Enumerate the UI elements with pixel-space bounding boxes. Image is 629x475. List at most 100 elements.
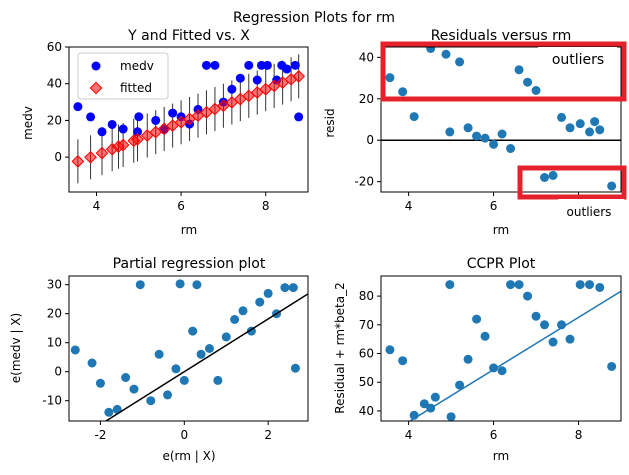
x-tick-label: -2 (94, 428, 106, 442)
y-tick-label: -10 (42, 394, 62, 408)
outlier-label-top: outliers (552, 52, 604, 68)
legend-marker-fitted (89, 81, 103, 95)
panel-ccpr: CCPR Plot rm Residual + rm*beta_2 4 6 8 40 5… (333, 256, 622, 463)
data-point-fitted (84, 150, 97, 164)
plot-area (381, 47, 621, 191)
panel-residuals: Residuals versus rm rm resid 468-2002040… (323, 28, 627, 237)
data-point (280, 283, 290, 293)
data-point (171, 364, 181, 374)
y-tick-label: 40 (359, 404, 374, 418)
x-tick-label: 4 (405, 199, 413, 213)
x-tick-label: 4 (405, 428, 413, 442)
y-tick-label: 10 (47, 336, 62, 350)
data-point-medv (134, 112, 144, 122)
data-point (548, 337, 558, 347)
data-point-medv (201, 60, 211, 70)
data-point (419, 399, 429, 409)
data-point-medv (244, 60, 254, 70)
data-point (463, 123, 473, 133)
data-point (497, 366, 507, 376)
data-point (595, 282, 605, 292)
panel-partial-regression: Partial regression plot e(rm | X) e(medv… (9, 256, 309, 463)
data-point (196, 349, 206, 359)
data-point (506, 144, 516, 153)
data-point (585, 280, 595, 290)
data-point (426, 47, 436, 53)
data-point (540, 320, 550, 330)
plot-area (71, 54, 306, 184)
data-point (446, 412, 456, 421)
data-point (585, 127, 595, 137)
data-point-fitted (131, 132, 144, 146)
data-point (523, 291, 533, 301)
plot-area (70, 279, 308, 421)
y-tick-label: -20 (354, 175, 374, 189)
panel-title: Partial regression plot (113, 256, 266, 272)
y-tick-label: 20 (47, 307, 62, 321)
legend-label-medv: medv (120, 59, 154, 73)
figure-suptitle: Regression Plots for rm (233, 10, 395, 26)
data-point (514, 280, 524, 290)
data-point (472, 314, 482, 324)
data-point-medv (151, 115, 161, 125)
y-tick-label: 40 (359, 50, 374, 64)
data-point (221, 332, 231, 342)
data-point (104, 407, 114, 417)
data-point (398, 356, 408, 366)
data-point (557, 112, 567, 122)
data-point (489, 139, 499, 149)
data-point (540, 173, 550, 182)
data-point (565, 123, 575, 133)
legend-label-fitted: fitted (120, 81, 152, 95)
data-point (607, 181, 617, 191)
data-point-medv (235, 73, 245, 83)
data-point-medv (73, 102, 83, 112)
data-point (188, 326, 198, 336)
data-point-medv (294, 112, 304, 122)
panel-title: CCPR Plot (467, 256, 536, 272)
data-point (531, 311, 541, 321)
data-point (146, 396, 156, 406)
data-point-fitted (116, 138, 130, 152)
axes-frame (68, 275, 309, 422)
data-point (263, 288, 273, 298)
y-axis-label: Residual + rm*beta_2 (333, 282, 347, 413)
axes-frame (380, 46, 622, 193)
x-tick-label: 4 (93, 199, 101, 213)
data-point-medv (168, 108, 178, 118)
data-point (480, 133, 490, 143)
plot-area (385, 280, 621, 421)
y-tick-label: 0 (54, 365, 62, 379)
x-axis-label: rm (493, 223, 509, 237)
panel-title: Y and Fitted vs. X (127, 28, 250, 44)
outlier-label-bg-top (538, 47, 617, 69)
data-point (531, 86, 541, 95)
data-point (472, 131, 482, 141)
x-tick-label: 6 (177, 199, 185, 213)
data-point-medv (86, 112, 96, 122)
data-point (238, 306, 248, 316)
x-tick-label: 8 (262, 199, 270, 213)
y-tick-label: 70 (359, 318, 374, 332)
y-tick-label: 80 (359, 289, 374, 303)
data-point (95, 378, 105, 388)
data-point (523, 77, 533, 87)
data-point (213, 375, 223, 385)
outlier-annotations: outliers outliers (380, 41, 627, 219)
data-point (497, 129, 507, 139)
x-tick-label: 8 (575, 428, 583, 442)
data-point (255, 297, 265, 307)
data-point (288, 283, 298, 293)
y-tick-label: 60 (47, 40, 62, 54)
data-point (455, 380, 465, 390)
data-point-medv (97, 127, 107, 137)
y-tick-label: 20 (359, 92, 374, 106)
outlier-label-bottom: outliers (567, 205, 612, 219)
data-point-medv (252, 75, 262, 85)
data-point (129, 384, 139, 394)
data-point-fitted (71, 154, 85, 168)
data-point (590, 117, 600, 127)
y-axis-label: medv (21, 106, 35, 140)
data-point-fitted (95, 146, 109, 160)
